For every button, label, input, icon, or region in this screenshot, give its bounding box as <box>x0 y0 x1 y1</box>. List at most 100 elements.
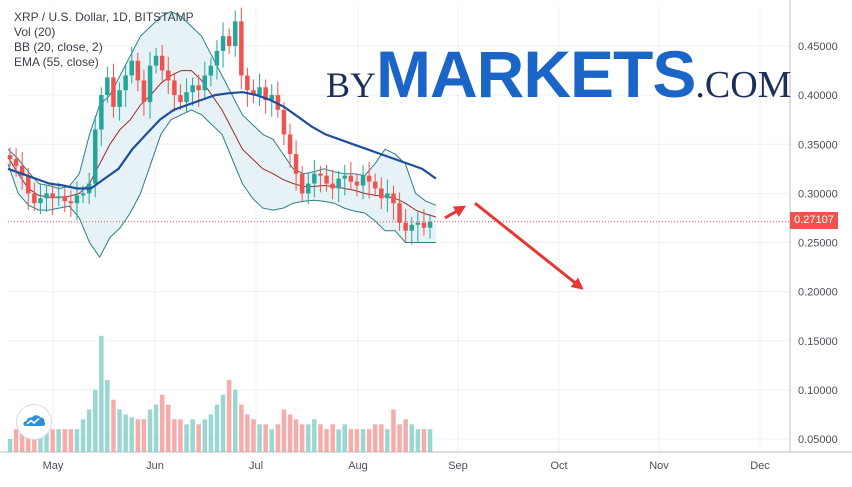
time-tick-label: Sep <box>448 460 468 472</box>
projection-arrow <box>444 205 467 220</box>
volume-bar <box>318 424 323 452</box>
volume-bar <box>239 404 244 452</box>
candle-body <box>208 65 214 76</box>
candle-body <box>318 173 323 176</box>
volume-bar <box>44 429 49 452</box>
time-tick-label: Dec <box>750 460 770 472</box>
volume-bar <box>409 424 414 452</box>
volume-bar <box>251 419 256 452</box>
candle-body <box>336 178 341 189</box>
price-tick-label: 0.25000 <box>798 238 838 250</box>
candle-body <box>184 92 189 102</box>
candle-body <box>32 193 37 204</box>
volume-bar <box>281 409 287 452</box>
volume-bar <box>226 380 232 452</box>
volume-bar <box>172 419 177 452</box>
current-price-label: 0.27107 <box>790 212 838 229</box>
bollinger-band-fill <box>8 11 436 258</box>
volume-bar <box>19 429 25 452</box>
volume-bar <box>135 419 141 452</box>
candle-body <box>111 77 116 107</box>
time-tick-label: Jun <box>146 460 164 472</box>
tradingview-logo[interactable] <box>16 404 52 440</box>
volume-bar <box>336 429 341 452</box>
volume-bar <box>93 389 98 452</box>
candle-body <box>50 193 55 199</box>
candle-body <box>7 155 13 159</box>
candle-body <box>74 195 80 204</box>
price-tick-label: 0.35000 <box>798 139 838 151</box>
candle-body <box>80 193 86 196</box>
volume-indicator-label[interactable]: Vol (20) <box>14 25 56 39</box>
candle-body <box>178 95 183 102</box>
candle-body <box>56 196 61 199</box>
candle-body <box>62 196 67 202</box>
projection-arrow <box>474 202 584 290</box>
candle-body <box>129 60 134 76</box>
candle-body <box>373 181 378 189</box>
volume-bar <box>80 419 86 452</box>
candle-body <box>385 193 390 199</box>
candle-body <box>269 95 274 100</box>
volume-bar <box>257 424 262 452</box>
candle-body <box>245 75 250 91</box>
candle-body <box>141 80 147 102</box>
tradingview-cloud-icon <box>23 415 46 426</box>
symbol-title[interactable]: XRP / U.S. Dollar, 1D, BITSTAMP <box>14 10 194 24</box>
volume-bar <box>99 335 104 452</box>
volume-bar <box>56 429 61 452</box>
volume-bar <box>159 394 165 452</box>
price-tick-label: 0.40000 <box>798 90 838 102</box>
volume-bar <box>385 429 390 452</box>
candle-body <box>196 85 201 91</box>
candle-body <box>275 95 281 110</box>
candle-body <box>397 203 402 223</box>
price-tick-label: 0.45000 <box>798 41 838 53</box>
volume-bar <box>153 404 159 452</box>
brand-com: .COM <box>695 64 792 106</box>
candle-body <box>379 188 384 199</box>
volume-bar <box>196 424 201 452</box>
candle-body <box>257 87 262 96</box>
candle-body <box>366 175 372 182</box>
volume-bar <box>360 429 366 452</box>
candle-body <box>360 175 366 186</box>
volume-bar <box>62 429 67 452</box>
candle-body <box>391 193 396 204</box>
time-tick-label: Aug <box>348 460 368 472</box>
volume-bar <box>233 389 238 452</box>
time-tick-label: Jul <box>249 460 263 472</box>
volume-bar <box>403 419 408 452</box>
volume-bar <box>293 419 299 452</box>
time-tick-label: May <box>43 460 64 472</box>
bollinger-basis-line <box>7 70 437 218</box>
volume-bar <box>275 424 281 452</box>
volume-bar <box>86 409 92 452</box>
candle-body <box>99 95 104 130</box>
candle-body <box>348 175 354 182</box>
candle-body <box>312 173 317 184</box>
price-tick-label: 0.05000 <box>798 434 838 446</box>
volume-bar <box>415 429 421 452</box>
volume-bar <box>147 409 153 452</box>
brand-watermark: BYMARKETS.COM <box>326 36 791 112</box>
bollinger-indicator-label[interactable]: BB (20, close, 2) <box>14 40 103 54</box>
volume-bar <box>312 419 317 452</box>
candle-body <box>147 65 153 103</box>
volume-bar <box>366 429 372 452</box>
volume-bar <box>190 419 195 452</box>
volume-bar <box>287 414 293 452</box>
candle-body <box>190 85 195 93</box>
volume-bar <box>38 429 43 452</box>
candle-body <box>135 60 141 81</box>
ema-indicator-label[interactable]: EMA (55, close) <box>14 55 99 69</box>
volume-bar <box>214 404 220 452</box>
volume-bar <box>373 424 378 452</box>
candle-body <box>415 222 421 225</box>
volume-bar <box>166 404 171 452</box>
volume-bar <box>129 417 134 452</box>
brand-by: BY <box>326 65 377 105</box>
candle-body <box>354 181 360 186</box>
